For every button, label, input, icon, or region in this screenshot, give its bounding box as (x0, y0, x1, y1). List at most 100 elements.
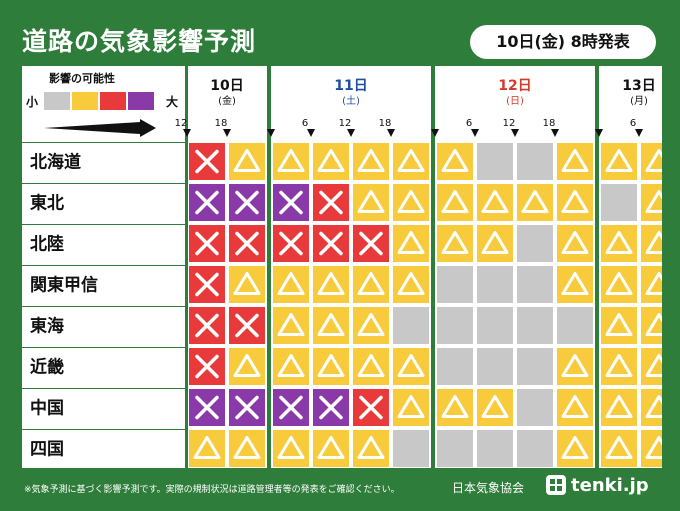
tick-label: 18 (543, 118, 556, 129)
triangle-icon (233, 272, 261, 295)
triangle-icon (277, 272, 305, 295)
cell-Y (601, 143, 637, 180)
cell-Y (557, 266, 593, 303)
day-separator (431, 66, 435, 468)
issued-badge: 10日(金) 8時発表 (470, 25, 656, 59)
chart-panel: 影響の可能性小 大 10日 (金) 11日 (土) 12日 (日) 13日 (月) 12 18 6 12 1… (22, 66, 662, 468)
triangle-icon (481, 231, 509, 254)
tick-marker-icon (387, 129, 395, 137)
cell-Y (273, 143, 309, 180)
triangle-icon (441, 149, 469, 172)
cell-G (477, 143, 513, 180)
triangle-icon (561, 190, 589, 213)
cell-Y (437, 389, 473, 426)
triangle-icon (357, 354, 385, 377)
triangle-icon (357, 313, 385, 336)
cell-Y (477, 389, 513, 426)
triangle-icon (397, 149, 425, 172)
cross-icon (279, 395, 303, 420)
triangle-icon (357, 190, 385, 213)
tick-marker-icon (471, 129, 479, 137)
row-divider (22, 388, 185, 389)
cell-G (477, 266, 513, 303)
row-divider (22, 142, 185, 143)
tick-marker-icon (595, 129, 603, 137)
region-label: 近畿 (30, 357, 64, 378)
cross-icon (195, 272, 219, 297)
triangle-icon (645, 395, 662, 418)
triangle-icon (645, 436, 662, 459)
region-label: 北海道 (30, 152, 81, 173)
cell-G (517, 143, 553, 180)
cell-Y (313, 266, 349, 303)
triangle-icon (605, 436, 633, 459)
footnote: ※気象予測に基づく影響予測です。実際の規制状況は道路管理者等の発表をご確認くださ… (24, 485, 400, 495)
tick-marker-icon (551, 129, 559, 137)
triangle-icon (561, 272, 589, 295)
cell-Y (601, 430, 637, 467)
tick-marker-icon (223, 129, 231, 137)
triangle-icon (397, 272, 425, 295)
cell-Y (353, 143, 389, 180)
brand: tenki.jp (545, 474, 649, 496)
cell-Y (601, 307, 637, 344)
triangle-icon (441, 190, 469, 213)
triangle-icon (397, 395, 425, 418)
cell-G (517, 307, 553, 344)
cross-icon (359, 231, 383, 256)
cell-Y (393, 143, 429, 180)
region-label: 東北 (30, 193, 64, 214)
cell-G (477, 348, 513, 385)
tick-marker-icon (267, 129, 275, 137)
day-weekday: (月) (630, 95, 648, 107)
cell-Y (313, 430, 349, 467)
cell-G (437, 348, 473, 385)
region-label: 東海 (30, 316, 64, 337)
cell-G (557, 307, 593, 344)
cell-Y (393, 348, 429, 385)
cross-icon (279, 190, 303, 215)
day-label: 12日 (498, 78, 531, 94)
legend-title: 影響の可能性 (49, 71, 115, 85)
triangle-icon (277, 313, 305, 336)
day-separator (595, 66, 599, 468)
row-divider (22, 429, 185, 430)
cell-Y (437, 184, 473, 221)
cell-Y (273, 348, 309, 385)
cell-G (517, 389, 553, 426)
cell-G (517, 266, 553, 303)
legend-arrow-icon (44, 122, 140, 134)
cell-Y (353, 430, 389, 467)
triangle-icon (561, 231, 589, 254)
triangle-icon (645, 231, 662, 254)
tick-label: 6 (466, 118, 472, 129)
triangle-icon (481, 395, 509, 418)
cell-Y (557, 143, 593, 180)
cell-Y (229, 430, 265, 467)
tick-label: 6 (630, 118, 636, 129)
triangle-icon (357, 149, 385, 172)
day-label: 13日 (622, 78, 655, 94)
triangle-icon (605, 313, 633, 336)
cell-Y (393, 184, 429, 221)
triangle-icon (233, 436, 261, 459)
triangle-icon (605, 395, 633, 418)
chart-title: 道路の気象影響予測 (22, 27, 257, 56)
triangle-icon (605, 149, 633, 172)
tick-marker-icon (511, 129, 519, 137)
day-separator (267, 66, 271, 468)
tick-label: 12 (175, 118, 188, 129)
cell-Y (557, 389, 593, 426)
legend-high-label: 大 (166, 94, 178, 109)
triangle-icon (605, 354, 633, 377)
triangle-icon (441, 395, 469, 418)
day-weekday: (土) (342, 94, 360, 107)
cell-G (437, 307, 473, 344)
triangle-icon (397, 231, 425, 254)
cross-icon (195, 354, 219, 379)
day-label: 11日 (334, 78, 367, 94)
row-divider (22, 265, 185, 266)
cell-Y (557, 225, 593, 262)
tick-marker-icon (431, 129, 439, 137)
